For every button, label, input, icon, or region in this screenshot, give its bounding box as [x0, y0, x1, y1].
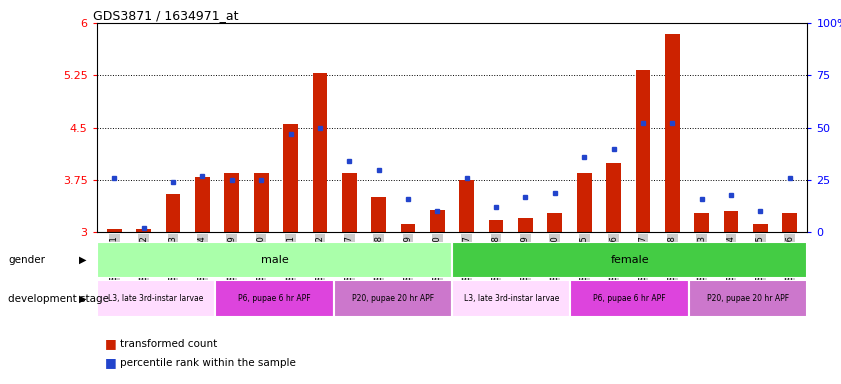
- Bar: [225, 173, 239, 232]
- Text: ▶: ▶: [79, 293, 86, 304]
- Text: male: male: [261, 255, 288, 265]
- Bar: [753, 224, 768, 232]
- Text: P20, pupae 20 hr APF: P20, pupae 20 hr APF: [352, 294, 434, 303]
- Bar: [577, 173, 591, 232]
- Bar: [518, 218, 533, 232]
- Bar: [636, 71, 650, 232]
- Bar: [400, 224, 415, 232]
- Bar: [665, 33, 680, 232]
- Text: GDS3871 / 1634971_at: GDS3871 / 1634971_at: [93, 9, 239, 22]
- Text: gender: gender: [8, 255, 45, 265]
- Text: development stage: development stage: [8, 293, 109, 304]
- Bar: [689, 280, 807, 317]
- Bar: [136, 229, 151, 232]
- Bar: [606, 162, 621, 232]
- Bar: [195, 177, 209, 232]
- Bar: [371, 197, 386, 232]
- Bar: [452, 242, 807, 278]
- Bar: [334, 280, 452, 317]
- Text: ▶: ▶: [79, 255, 86, 265]
- Bar: [254, 173, 268, 232]
- Text: percentile rank within the sample: percentile rank within the sample: [120, 358, 296, 368]
- Text: female: female: [611, 255, 649, 265]
- Bar: [107, 229, 122, 232]
- Text: L3, late 3rd-instar larvae: L3, late 3rd-instar larvae: [463, 294, 559, 303]
- Bar: [489, 220, 504, 232]
- Bar: [459, 180, 474, 232]
- Text: transformed count: transformed count: [120, 339, 218, 349]
- Bar: [283, 124, 298, 232]
- Text: ■: ■: [105, 356, 117, 369]
- Text: ■: ■: [105, 337, 117, 350]
- Bar: [97, 280, 215, 317]
- Bar: [782, 213, 797, 232]
- Bar: [695, 213, 709, 232]
- Bar: [215, 280, 334, 317]
- Bar: [313, 73, 327, 232]
- Bar: [570, 280, 689, 317]
- Text: P20, pupae 20 hr APF: P20, pupae 20 hr APF: [707, 294, 789, 303]
- Text: L3, late 3rd-instar larvae: L3, late 3rd-instar larvae: [108, 294, 204, 303]
- Bar: [342, 173, 357, 232]
- Text: P6, pupae 6 hr APF: P6, pupae 6 hr APF: [238, 294, 310, 303]
- Bar: [547, 214, 562, 232]
- Bar: [97, 242, 452, 278]
- Text: P6, pupae 6 hr APF: P6, pupae 6 hr APF: [594, 294, 666, 303]
- Bar: [452, 280, 570, 317]
- Bar: [166, 194, 181, 232]
- Bar: [723, 211, 738, 232]
- Bar: [430, 210, 445, 232]
